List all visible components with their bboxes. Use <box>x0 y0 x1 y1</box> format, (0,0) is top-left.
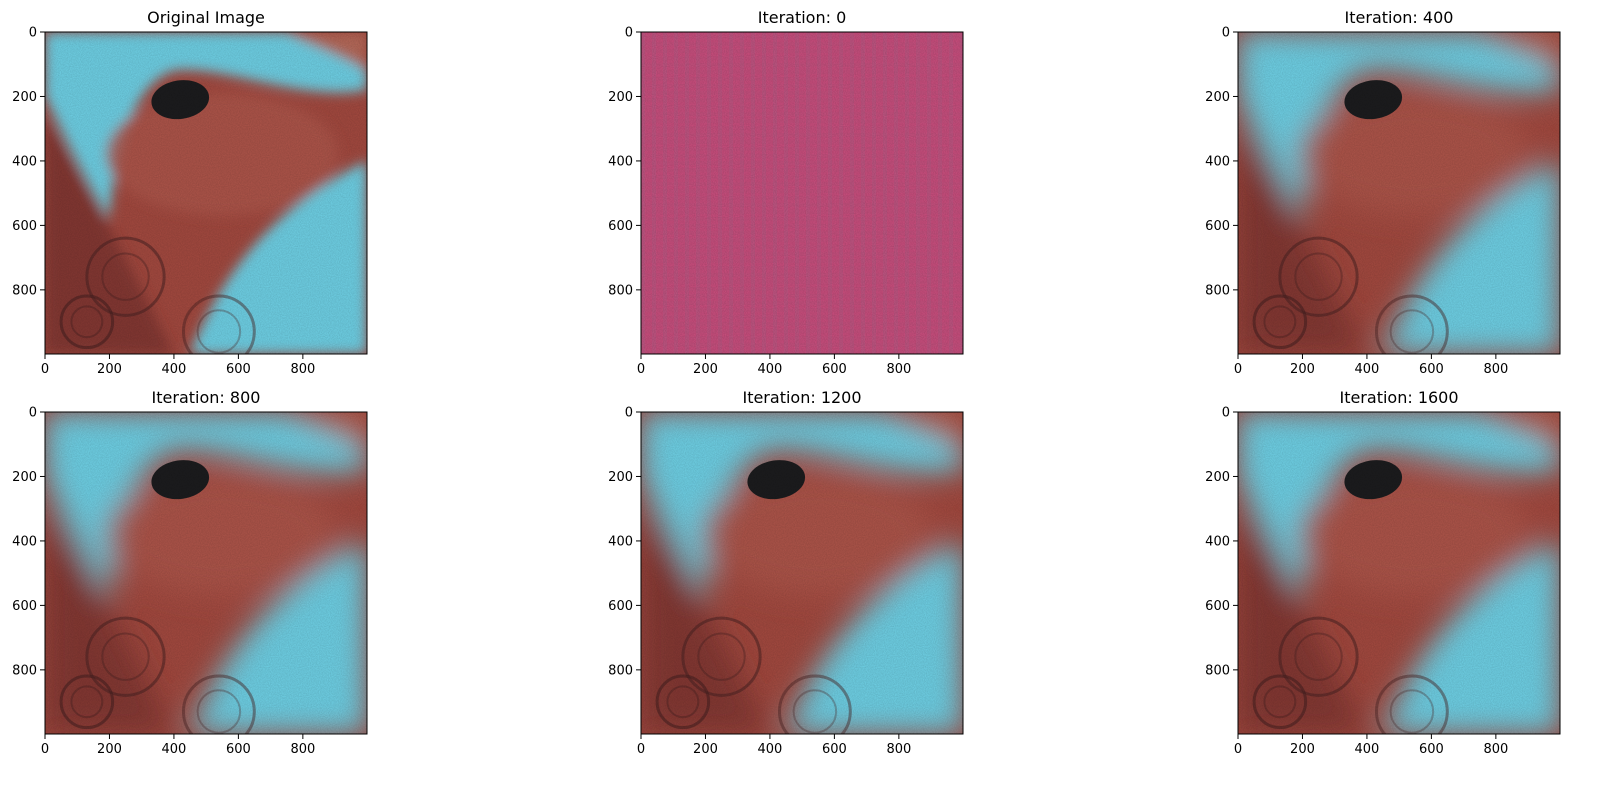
x-tick-label: 200 <box>1290 742 1315 757</box>
y-tick-label: 200 <box>1205 90 1230 105</box>
y-tick-label: 800 <box>12 663 37 678</box>
x-tick-label: 800 <box>886 742 911 757</box>
x-tick-label: 200 <box>693 742 718 757</box>
x-tick-label: 0 <box>41 742 49 757</box>
y-tick-label: 400 <box>608 534 633 549</box>
image-content <box>1238 32 1560 367</box>
y-tick-label: 400 <box>1205 534 1230 549</box>
x-tick-label: 0 <box>41 362 49 377</box>
y-tick-label: 0 <box>1222 406 1230 421</box>
y-tick-label: 400 <box>608 154 633 169</box>
x-tick-label: 600 <box>1419 362 1444 377</box>
x-tick-label: 600 <box>226 362 251 377</box>
y-tick-label: 200 <box>12 90 37 105</box>
subplot-3: Iteration: 400 0 200 400 600 800 0 200 400 600 800 <box>1205 8 1560 377</box>
x-tick-label: 600 <box>1419 742 1444 757</box>
y-tick-label: 800 <box>1205 663 1230 678</box>
x-tick-label: 400 <box>1355 742 1380 757</box>
subplot-5: Iteration: 1200 0 200 400 600 800 0 200 400 600 80… <box>608 388 963 757</box>
image-content <box>1238 412 1560 747</box>
x-tick-label: 800 <box>1483 362 1508 377</box>
x-tick-label: 200 <box>97 742 122 757</box>
subplot-title: Iteration: 400 <box>1345 8 1454 27</box>
y-tick-label: 600 <box>1205 219 1230 234</box>
y-tick-label: 800 <box>608 663 633 678</box>
image-content <box>641 32 963 354</box>
x-tick-label: 400 <box>162 742 187 757</box>
x-tick-label: 600 <box>226 742 251 757</box>
x-tick-label: 0 <box>637 742 645 757</box>
y-tick-label: 0 <box>29 406 37 421</box>
y-tick-label: 600 <box>608 219 633 234</box>
subplot-6: Iteration: 1600 0 200 400 600 800 0 200 400 600 80… <box>1205 388 1560 757</box>
x-tick-label: 200 <box>1290 362 1315 377</box>
y-tick-label: 600 <box>608 599 633 614</box>
x-tick-label: 800 <box>886 362 911 377</box>
y-tick-label: 200 <box>608 90 633 105</box>
x-tick-label: 0 <box>1234 362 1242 377</box>
image-content <box>45 32 367 367</box>
y-tick-label: 0 <box>625 26 633 41</box>
x-tick-label: 400 <box>1355 362 1380 377</box>
subplot-4: Iteration: 800 0 200 400 600 800 0 200 400 600 800 <box>12 388 367 757</box>
x-tick-label: 400 <box>162 362 187 377</box>
y-tick-label: 800 <box>12 283 37 298</box>
y-tick-label: 400 <box>12 534 37 549</box>
y-tick-label: 200 <box>12 470 37 485</box>
subplot-1: Original Image 0 200 400 600 800 0 200 400 600 800 <box>12 8 367 377</box>
x-tick-label: 200 <box>97 362 122 377</box>
y-tick-label: 600 <box>12 599 37 614</box>
subplot-title: Iteration: 1600 <box>1339 388 1458 407</box>
y-tick-label: 200 <box>1205 470 1230 485</box>
y-tick-label: 600 <box>12 219 37 234</box>
x-tick-label: 600 <box>822 742 847 757</box>
subplot-title: Iteration: 0 <box>758 8 847 27</box>
x-tick-label: 600 <box>822 362 847 377</box>
x-tick-label: 400 <box>758 742 783 757</box>
subplot-title: Original Image <box>147 8 265 27</box>
y-tick-label: 400 <box>1205 154 1230 169</box>
subplot-title: Iteration: 1200 <box>742 388 861 407</box>
x-tick-label: 200 <box>693 362 718 377</box>
image-content <box>641 412 963 747</box>
y-tick-label: 600 <box>1205 599 1230 614</box>
x-tick-label: 800 <box>1483 742 1508 757</box>
subplot-title: Iteration: 800 <box>152 388 261 407</box>
y-tick-label: 0 <box>29 26 37 41</box>
y-tick-label: 200 <box>608 470 633 485</box>
x-tick-label: 0 <box>1234 742 1242 757</box>
x-tick-label: 0 <box>637 362 645 377</box>
y-tick-label: 0 <box>1222 26 1230 41</box>
x-tick-label: 400 <box>758 362 783 377</box>
subplot-2: Iteration: 0 0 200 400 600 800 0 200 400 600 800 <box>608 8 963 377</box>
y-tick-label: 800 <box>608 283 633 298</box>
image-content <box>45 412 367 747</box>
x-tick-label: 800 <box>290 362 315 377</box>
x-tick-label: 800 <box>290 742 315 757</box>
y-tick-label: 800 <box>1205 283 1230 298</box>
y-tick-label: 0 <box>625 406 633 421</box>
subplot-grid: Original Image 0 200 400 600 800 0 200 400 600 800… <box>12 8 1560 757</box>
y-tick-label: 400 <box>12 154 37 169</box>
